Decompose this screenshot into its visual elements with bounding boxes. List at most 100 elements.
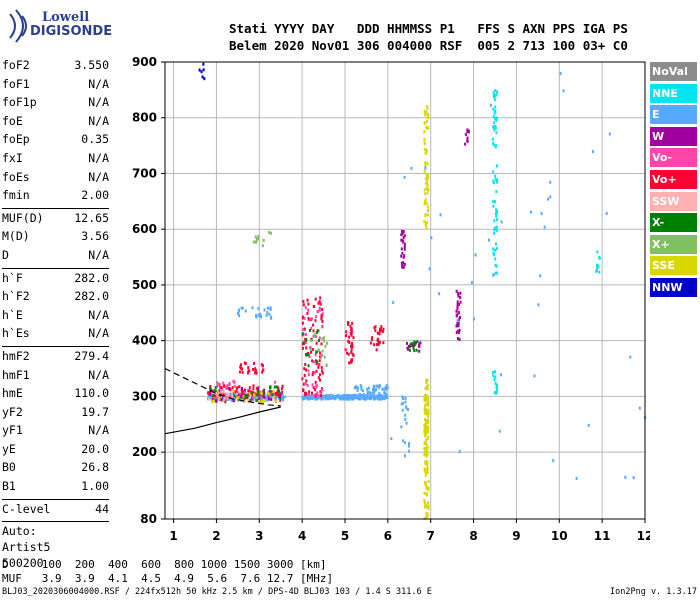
echo-point [492,125,495,129]
echo-point [315,331,318,335]
echo-point [467,130,470,134]
echo-point [492,204,495,208]
parameter-label: foF1 [2,76,30,91]
echo-point [382,341,385,345]
echo-point [218,398,221,402]
echo-point [426,505,429,509]
echo-point [321,307,324,311]
echo-point [373,326,376,330]
x-tick-label: 2 [212,529,220,543]
echo-point [233,394,236,398]
echo-point [400,425,403,429]
parameter-row: h`Es N/A [2,326,109,345]
legend-item-ssw: SSW [650,191,697,211]
echo-point [315,362,318,366]
echo-point [540,212,543,216]
parameter-group-muf: MUF(D) 12.65 M(D) 3.56 D N/A [2,211,109,267]
echo-point [495,93,498,97]
echo-point [426,107,429,111]
parameter-row: yE 20.0 [2,442,109,461]
echo-point [424,505,427,509]
echo-point [333,395,336,399]
echo-point [213,389,216,393]
echo-point [496,180,499,184]
echo-point [379,394,382,398]
echo-point [210,392,213,396]
echo-point [240,306,243,310]
echo-point [270,397,273,401]
echo-point [257,237,260,241]
echo-point [495,190,498,194]
parameter-value: 20.0 [81,441,109,456]
echo-point [587,423,590,427]
echo-point [423,431,426,435]
parameter-value: 110.0 [74,386,109,401]
echo-point [274,399,277,403]
scaled-parameters-panel: foF2 3.550 foF1 N/A foF1p N/A foE N/A foEp 0.35 fx… [2,58,109,572]
echo-point [493,219,496,223]
echo-point [494,177,497,181]
echo-point [245,394,248,398]
echo-point [281,384,284,388]
echo-point [224,393,227,397]
echo-point [539,274,542,278]
echo-point [493,226,496,230]
parameter-value: 2.00 [81,188,109,203]
echo-point [249,399,252,403]
echo-point [323,339,326,343]
echo-point [323,336,326,340]
echo-point [254,396,257,400]
echo-point [456,305,459,309]
echo-point [415,348,418,352]
echo-point [494,109,497,113]
echo-point [426,220,429,224]
y-tick-label: 200 [132,445,157,459]
echo-point [304,391,307,395]
echo-point [352,336,355,340]
echo-point [247,395,250,399]
echo-point [232,379,235,383]
echo-point [301,321,304,325]
echo-point [426,191,429,195]
echo-point [426,452,429,456]
echo-point [261,364,264,368]
echo-point [369,394,372,398]
echo-point [267,394,270,398]
echo-point [226,396,229,400]
echo-point [488,238,491,242]
echo-point [457,311,460,315]
echo-point [425,459,428,463]
echo-point [244,394,247,398]
parameter-row: D N/A [2,248,109,267]
echo-point [426,161,429,165]
echo-point [232,389,235,393]
y-tick-label: 400 [132,334,157,348]
echo-point [305,337,308,341]
echo-point [256,396,259,400]
echo-point [234,390,237,394]
echo-point [424,113,427,117]
echo-point [312,360,315,364]
echo-point [424,421,427,425]
echo-point [225,392,228,396]
echo-point [302,389,305,393]
y-tick-label: 80 [140,512,157,526]
echo-point [491,370,494,374]
echo-point [457,292,460,296]
echo-point [382,396,385,400]
legend-item-vo-: Vo+ [650,169,697,189]
echo-point [426,403,429,407]
echo-point [340,396,343,400]
echo-point [351,352,354,356]
echo-point [426,419,429,423]
parameter-label: B0 [2,460,16,475]
echo-point [318,336,321,340]
y-axis-ticks: 80 200 300 400 500 600 700 800 900 [132,55,165,526]
echo-point [401,251,404,255]
echo-point [347,352,350,356]
echo-point [474,253,477,257]
echo-point [425,438,428,442]
echo-point [251,396,254,400]
echo-point [256,387,259,391]
echo-point [201,75,204,79]
